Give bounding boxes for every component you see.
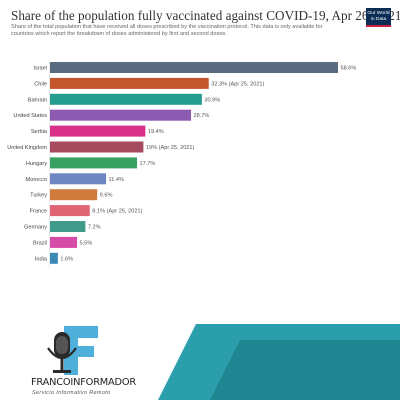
brand-f-shape <box>64 326 98 375</box>
microphone-grille <box>56 336 68 354</box>
value-label: 30.9% <box>204 97 220 103</box>
bar[interactable] <box>50 221 86 232</box>
value-label: 8.1% (Apr 25, 2021) <box>92 209 142 215</box>
category-label: France <box>30 209 47 215</box>
bar[interactable] <box>50 93 202 105</box>
teal-decor <box>158 324 400 400</box>
value-label: 19.4% <box>148 129 164 135</box>
value-label: 58.6% <box>341 66 357 72</box>
bars-group: Israel 58.6% Chile 32.3% (Apr 25, 2021) Bahr… <box>7 62 356 264</box>
category-label: Morocco <box>26 177 47 183</box>
value-label: 17.7% <box>139 161 155 167</box>
microphone-base <box>53 370 71 373</box>
category-label: United States <box>13 113 47 119</box>
category-label: Brazil <box>33 240 47 246</box>
category-label: Turkey <box>30 193 47 199</box>
bar[interactable] <box>50 77 209 89</box>
category-label: Germany <box>24 225 47 231</box>
bar[interactable] <box>50 125 146 137</box>
chart-title: Share of the population fully vaccinated… <box>11 8 400 23</box>
bar[interactable] <box>50 141 144 153</box>
value-label: 28.7% <box>194 113 210 119</box>
category-label: United Kingdom <box>7 145 47 151</box>
value-label: 9.6% <box>100 193 113 199</box>
category-label: India <box>35 256 48 262</box>
bar[interactable] <box>50 157 137 169</box>
owid-logo-line-2: in Data <box>370 16 387 22</box>
brand-name: FRANCOINFORMADOR <box>31 377 137 388</box>
category-label: Bahrain <box>28 97 47 103</box>
bar[interactable] <box>50 173 107 185</box>
bar[interactable] <box>50 62 338 73</box>
teal-panel-shade <box>210 340 400 400</box>
category-label: Serbia <box>31 129 48 135</box>
subtitle-line-1: Share of the total population that have … <box>11 24 323 30</box>
value-label: 19% (Apr 25, 2021) <box>146 145 195 151</box>
bar[interactable] <box>50 109 192 121</box>
microphone-stand <box>60 358 64 370</box>
category-label: Israel <box>33 66 47 72</box>
value-label: 7.2% <box>88 225 101 231</box>
owid-logo-line-1: Our World <box>367 11 390 17</box>
brand-logo-icon <box>47 326 98 375</box>
value-label: 32.3% (Apr 25, 2021) <box>211 81 264 87</box>
owid-logo[interactable]: Our World in Data <box>366 8 391 27</box>
bar[interactable] <box>50 189 98 201</box>
value-label: 11.4% <box>109 177 124 183</box>
bar[interactable] <box>50 236 78 248</box>
subtitle-line-2: countries which report the breakdown of … <box>11 31 227 38</box>
value-label: 1.6% <box>60 256 73 262</box>
branding-area <box>0 318 400 400</box>
brand-tagline: Servicio Informativo Remoto <box>32 390 111 396</box>
bar[interactable] <box>50 252 58 264</box>
chart-subtitle: Share of the total population that have … <box>11 24 361 39</box>
category-label: Hungary <box>26 161 47 167</box>
category-label: Chile <box>34 81 47 87</box>
bar[interactable] <box>50 205 90 217</box>
value-label: 5.5% <box>80 240 93 246</box>
